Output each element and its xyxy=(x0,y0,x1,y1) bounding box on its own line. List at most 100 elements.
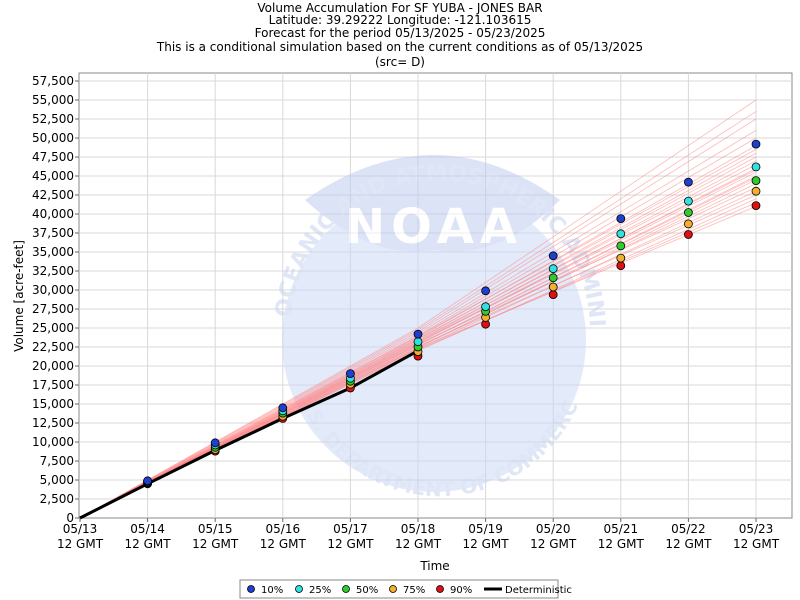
y-tick-label: 32,500 xyxy=(32,264,74,278)
data-point-25pct xyxy=(616,229,626,239)
y-tick-label: 17,500 xyxy=(32,378,74,392)
data-point-10pct xyxy=(751,139,761,149)
y-tick-label: 40,000 xyxy=(32,207,74,221)
y-tick-label: 0 xyxy=(66,511,74,525)
x-tick-label: 05/16 xyxy=(266,522,301,536)
y-tick-label: 7,500 xyxy=(40,454,74,468)
x-tick-label: 05/23 xyxy=(739,522,774,536)
legend-marker xyxy=(436,585,444,593)
x-tick-label: 05/21 xyxy=(604,522,639,536)
grid-layer xyxy=(79,73,792,518)
axes: 0 2,500 5,000 7,500 10,000 12,500 15,000 17,500… xyxy=(32,74,780,551)
deterministic-series xyxy=(79,349,419,520)
x-tick-sublabel: 12 GMT xyxy=(327,537,374,551)
y-tick-label: 35,000 xyxy=(32,245,74,259)
data-point-90pct xyxy=(684,230,693,239)
legend-label: 75% xyxy=(403,585,425,596)
y-tick-label: 10,000 xyxy=(32,435,74,449)
legend-label: Deterministic xyxy=(505,585,572,596)
data-point-25pct xyxy=(751,162,761,172)
x-tick-sublabel: 12 GMT xyxy=(260,537,307,551)
x-tick-sublabel: 12 GMT xyxy=(598,537,645,551)
x-tick-label: 05/22 xyxy=(671,522,706,536)
x-axis-label: Time xyxy=(419,559,449,573)
data-point-25pct xyxy=(481,302,491,312)
y-tick-label: 27,500 xyxy=(32,302,74,316)
y-tick-label: 22,500 xyxy=(32,340,74,354)
legend-marker xyxy=(342,585,350,593)
noaa-logo-upper xyxy=(305,155,560,252)
data-point-90pct xyxy=(548,290,558,300)
x-tick-sublabel: 12 GMT xyxy=(665,537,712,551)
x-tick-sublabel: 12 GMT xyxy=(395,537,442,551)
data-point-25pct xyxy=(413,337,423,347)
data-point-25pct xyxy=(684,196,693,206)
x-tick-label: 05/19 xyxy=(468,522,503,536)
legend-label: 50% xyxy=(356,585,378,596)
data-point-75pct xyxy=(548,282,558,292)
x-tick-sublabel: 12 GMT xyxy=(192,537,239,551)
legend-marker xyxy=(389,585,397,593)
y-tick-label: 2,500 xyxy=(40,492,74,506)
data-point-25pct xyxy=(548,264,558,274)
x-tick-sublabel: 12 GMT xyxy=(530,537,577,551)
y-tick-label: 57,500 xyxy=(32,74,74,88)
data-point-10pct xyxy=(345,369,355,379)
data-point-10pct xyxy=(210,438,220,448)
y-tick-label: 45,000 xyxy=(32,169,74,183)
x-tick-label: 05/13 xyxy=(63,522,98,536)
chart-title: Volume Accumulation For SF YUBA - JONES … xyxy=(257,1,543,15)
data-point-10pct xyxy=(616,214,626,224)
x-tick-sublabel: 12 GMT xyxy=(733,537,780,551)
data-point-10pct xyxy=(548,251,558,261)
y-tick-label: 12,500 xyxy=(32,416,74,430)
noaa-logo-text: NOAA xyxy=(345,199,523,255)
data-point-10pct xyxy=(481,286,491,296)
y-tick-label: 47,500 xyxy=(32,150,74,164)
legend-marker xyxy=(295,585,303,593)
y-tick-label: 50,000 xyxy=(32,131,74,145)
data-point-75pct xyxy=(616,253,626,263)
data-point-75pct xyxy=(751,186,761,196)
x-tick-label: 05/20 xyxy=(536,522,571,536)
x-tick-label: 05/15 xyxy=(198,522,233,536)
y-tick-label: 52,500 xyxy=(32,112,74,126)
data-point-50pct xyxy=(548,273,558,283)
legend-marker xyxy=(247,585,255,593)
deterministic-line xyxy=(79,349,419,520)
data-point-75pct xyxy=(684,219,693,229)
chart-subtitle-source: (src= D) xyxy=(375,55,425,69)
x-tick-label: 05/17 xyxy=(333,522,368,536)
x-tick-sublabel: 12 GMT xyxy=(57,537,104,551)
y-tick-label: 30,000 xyxy=(32,283,74,297)
x-tick-label: 05/14 xyxy=(130,522,165,536)
data-point-10pct xyxy=(278,403,288,413)
y-tick-label: 20,000 xyxy=(32,359,74,373)
y-axis-label: Volume [acre-feet] xyxy=(12,240,26,352)
ensemble-trace xyxy=(79,99,757,519)
data-point-10pct xyxy=(413,329,423,339)
data-point-50pct xyxy=(684,208,693,217)
legend-label: 10% xyxy=(261,585,283,596)
data-point-90pct xyxy=(616,261,626,271)
y-tick-label: 15,000 xyxy=(32,397,74,411)
y-tick-label: 5,000 xyxy=(40,473,74,487)
data-point-10pct xyxy=(684,177,693,187)
data-point-10pct xyxy=(143,476,153,486)
legend-box xyxy=(239,579,559,599)
y-tick-label: 55,000 xyxy=(32,93,74,107)
chart-subtitle-period: Forecast for the period 05/13/2025 - 05/… xyxy=(254,26,546,40)
chart-subtitle-conditions: This is a conditional simulation based o… xyxy=(156,40,644,54)
percentile-points xyxy=(143,139,761,489)
y-tick-label: 42,500 xyxy=(32,188,74,202)
y-tick-label: 25,000 xyxy=(32,321,74,335)
data-point-50pct xyxy=(616,241,626,251)
chart-subtitle-location: Latitude: 39.29222 Longitude: -121.10361… xyxy=(268,13,532,27)
data-point-90pct xyxy=(751,201,761,211)
x-tick-label: 05/18 xyxy=(401,522,436,536)
y-tick-label: 37,500 xyxy=(32,226,74,240)
legend-label: 90% xyxy=(450,585,472,596)
x-tick-sublabel: 12 GMT xyxy=(125,537,172,551)
data-point-50pct xyxy=(751,176,761,186)
